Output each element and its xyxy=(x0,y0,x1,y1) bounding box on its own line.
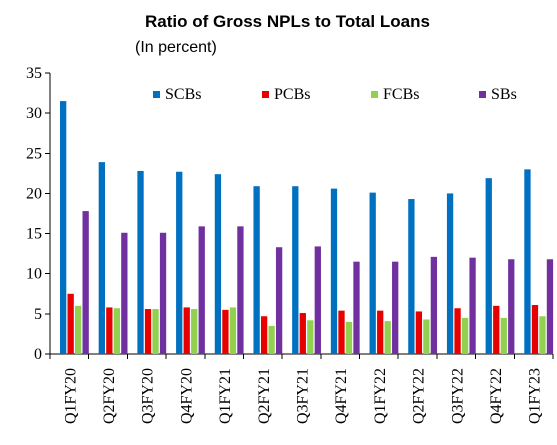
y-tick-label: 0 xyxy=(34,346,42,363)
bar-fcbs xyxy=(384,321,391,354)
bar-scbs xyxy=(176,171,183,354)
x-tick-label: Q1FY21 xyxy=(217,368,234,424)
bar-sbs xyxy=(159,232,167,354)
x-tick-label: Q2FY21 xyxy=(256,368,273,424)
y-tick-label: 5 xyxy=(34,306,42,323)
y-tick-label: 35 xyxy=(26,65,42,82)
bar-pcbs xyxy=(260,316,268,354)
x-tick-label: Q4FY22 xyxy=(488,368,505,424)
bar-fcbs xyxy=(191,309,198,354)
bar-pcbs xyxy=(531,305,539,354)
bar-scbs xyxy=(253,186,260,354)
bar-pcbs xyxy=(377,310,384,354)
x-tick-label: Q2FY20 xyxy=(101,368,118,424)
x-tick-label: Q1FY23 xyxy=(527,368,544,424)
x-tick-label: Q3FY22 xyxy=(449,368,466,424)
bar-fcbs xyxy=(75,305,82,354)
chart-title: Ratio of Gross NPLs to Total Loans xyxy=(145,12,430,31)
bar-fcbs xyxy=(423,319,430,354)
legend-label-fcbs: FCBs xyxy=(383,86,419,103)
bar-pcbs xyxy=(222,309,229,354)
bar-sbs xyxy=(508,259,515,354)
legend: SCBs PCBs FCBs SBs xyxy=(153,86,517,103)
bar-fcbs xyxy=(229,307,237,354)
bar-pcbs xyxy=(67,293,74,354)
bar-sbs xyxy=(430,256,438,354)
chart-subtitle: (In percent) xyxy=(135,39,217,56)
bar-fcbs xyxy=(152,309,159,354)
bar-pcbs xyxy=(144,309,152,354)
bar-scbs xyxy=(446,193,454,354)
bar-sbs xyxy=(392,261,399,354)
bar-sbs xyxy=(469,257,476,354)
bar-pcbs xyxy=(415,311,423,354)
bar-scbs xyxy=(330,188,338,354)
legend-label-scbs: SCBs xyxy=(165,86,201,103)
x-tick-label: Q2FY22 xyxy=(411,368,428,424)
y-tick-label: 15 xyxy=(26,226,42,243)
x-tick-label: Q1FY22 xyxy=(372,368,389,424)
bar-sbs xyxy=(314,246,321,354)
bar-pcbs xyxy=(338,310,345,354)
legend-swatch-scbs xyxy=(153,91,160,98)
bar-sbs xyxy=(198,226,205,354)
bar-pcbs xyxy=(454,308,461,354)
legend-label-sbs: SBs xyxy=(491,86,517,103)
y-tick-label: 20 xyxy=(26,185,42,202)
x-tick-label: Q1FY20 xyxy=(62,368,79,424)
x-tick-label: Q3FY20 xyxy=(140,368,157,424)
legend-swatch-fcbs xyxy=(371,91,378,98)
bar-scbs xyxy=(408,199,415,354)
bar-fcbs xyxy=(500,317,507,354)
bar-pcbs xyxy=(493,305,500,354)
x-tick-label: Q4FY20 xyxy=(178,368,195,424)
bar-sbs xyxy=(353,261,360,354)
legend-swatch-pcbs xyxy=(262,91,269,98)
bar-scbs xyxy=(369,192,376,354)
y-tick-label: 25 xyxy=(26,145,42,162)
bar-fcbs xyxy=(113,308,120,354)
legend-swatch-sbs xyxy=(479,91,486,98)
bar-fcbs xyxy=(461,317,469,354)
bar-scbs xyxy=(60,101,67,354)
legend-label-pcbs: PCBs xyxy=(274,86,310,103)
y-tick-label: 10 xyxy=(26,266,42,283)
bar-fcbs xyxy=(307,320,314,354)
bar-pcbs xyxy=(106,307,113,354)
bar-scbs xyxy=(524,169,531,354)
bar-pcbs xyxy=(183,307,190,354)
bar-sbs xyxy=(82,211,89,354)
bar-scbs xyxy=(137,170,144,354)
bar-sbs xyxy=(121,232,128,354)
bar-sbs xyxy=(237,226,244,354)
bar-fcbs xyxy=(345,321,353,354)
bar-sbs xyxy=(546,259,554,354)
bar-sbs xyxy=(275,247,283,354)
bar-fcbs xyxy=(268,325,275,354)
bar-scbs xyxy=(485,178,492,354)
bar-fcbs xyxy=(539,316,546,354)
bar-pcbs xyxy=(299,313,306,354)
bar-scbs xyxy=(98,162,105,354)
y-tick-label: 30 xyxy=(26,105,42,122)
bar-scbs xyxy=(292,186,299,354)
x-tick-label: Q4FY21 xyxy=(333,368,350,424)
plot-area: 0 5 10 15 20 25 30 35 Q1FY20 Q2FY20 Q3FY20 Q4FY20 Q1… xyxy=(26,65,554,424)
bar-scbs xyxy=(214,174,222,354)
x-tick-label: Q3FY21 xyxy=(295,368,312,424)
